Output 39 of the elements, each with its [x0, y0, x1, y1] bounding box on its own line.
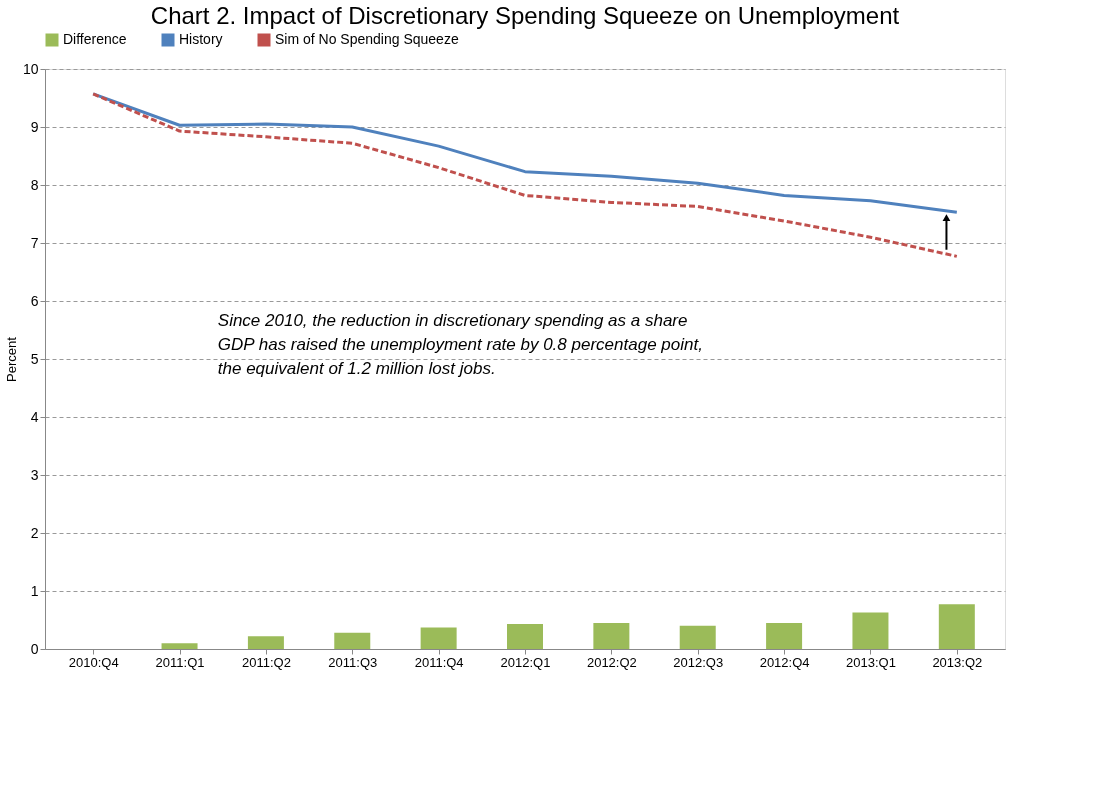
y-tick-label: 7 — [30, 234, 39, 251]
x-tick-label: 2013:Q1 — [846, 654, 896, 670]
bar — [852, 612, 889, 649]
x-tick-label: 2011:Q2 — [241, 654, 291, 670]
bar — [938, 604, 975, 649]
chart-title: Chart 2. Impact of Discretionary Spending Squeeze on Unemployment — [150, 2, 900, 29]
x-tick-label: 2011:Q1 — [155, 654, 205, 670]
x-tick-label: 2013:Q2 — [932, 654, 983, 670]
bar — [593, 622, 630, 649]
y-tick-label: 6 — [30, 292, 39, 309]
bar — [334, 632, 371, 649]
line-series — [91, 92, 959, 258]
x-tick-label: 2010:Q4 — [68, 654, 119, 670]
bar — [247, 636, 284, 649]
bar — [161, 643, 198, 649]
y-tick-label: 1 — [30, 582, 39, 599]
x-tick-label: 2012:Q2 — [586, 654, 637, 670]
legend-label: History — [179, 31, 223, 47]
y-tick-label: 10 — [22, 60, 39, 77]
y-tick-label: 4 — [30, 408, 39, 425]
bar — [766, 622, 803, 649]
y-tick-label: 5 — [30, 350, 39, 367]
bar — [420, 627, 457, 649]
bar — [507, 624, 543, 649]
x-tick-label: 2012:Q4 — [759, 654, 810, 670]
y-tick-label: 9 — [30, 118, 39, 135]
x-tick-label: 2012:Q1 — [500, 654, 551, 670]
x-tick-label: 2011:Q4 — [414, 654, 464, 670]
y-tick-label: 8 — [30, 176, 39, 193]
y-tick-label: 2 — [30, 524, 39, 541]
x-tick-label: 2012:Q3 — [673, 654, 724, 670]
x-tick-label: 2011:Q3 — [328, 654, 378, 670]
legend-label: Difference — [63, 31, 127, 47]
annotation: Since 2010, the reduction in discretionary spending as a share GDP has raised the unemployment rate by 0.8 percentage point, the equivalent of 1.2 million lost jobs. — [217, 310, 703, 378]
y-tick-label: 0 — [30, 640, 39, 657]
bar — [679, 625, 716, 649]
legend-label: Sim of No Spending Squeeze — [275, 31, 459, 47]
y-axis-title: Percent — [3, 336, 19, 382]
y-tick-label: 3 — [30, 466, 39, 483]
